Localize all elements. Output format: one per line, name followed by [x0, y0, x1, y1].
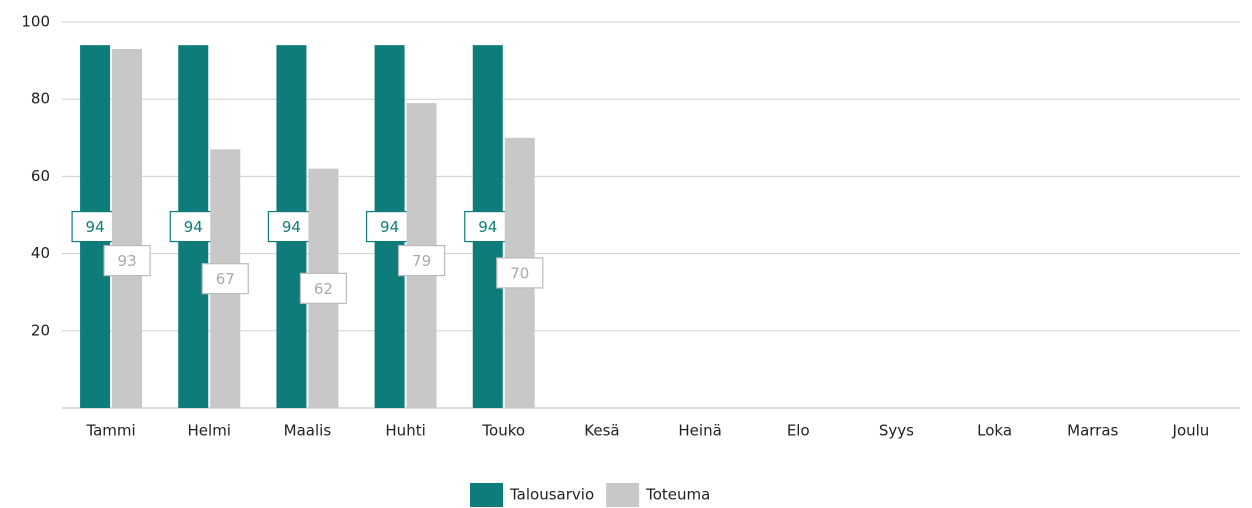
data-label: 94	[478, 218, 497, 236]
y-tick-label: 80	[31, 90, 50, 108]
x-tick-label: Maalis	[284, 422, 332, 440]
data-label: 94	[282, 218, 301, 236]
x-tick-label: Helmi	[188, 422, 231, 440]
legend-swatch	[606, 483, 640, 507]
legend-label: Toteuma	[645, 486, 710, 504]
data-label: 94	[184, 218, 203, 236]
data-label: 94	[86, 218, 105, 236]
data-label-box	[397, 244, 446, 277]
x-tick-label: Kesä	[584, 422, 619, 440]
y-tick-label: 40	[31, 244, 50, 262]
bar	[112, 49, 143, 409]
data-label: 70	[510, 264, 529, 282]
x-tick-label: Heinä	[678, 422, 721, 440]
x-tick-label: Marras	[1067, 422, 1118, 440]
data-label-box	[103, 244, 151, 277]
x-tick-label: Tammi	[85, 422, 135, 440]
data-label: 62	[314, 280, 333, 298]
data-label-box	[496, 257, 544, 289]
x-tick-label: Loka	[977, 422, 1012, 440]
x-tick-label: Joulu	[1172, 422, 1210, 440]
legend-label: Talousarvio	[509, 486, 594, 504]
x-tick-label: Huhti	[385, 422, 425, 440]
data-label: 67	[216, 270, 235, 288]
data-label-box	[201, 263, 249, 295]
legend-swatch	[470, 483, 503, 507]
data-label-box	[299, 272, 348, 304]
x-tick-label: Syys	[879, 422, 914, 440]
data-label-box	[169, 210, 217, 243]
data-label: 94	[380, 218, 399, 236]
data-label: 93	[118, 252, 137, 270]
x-tick-label: Elo	[787, 422, 810, 440]
y-tick-label: 20	[31, 321, 50, 339]
y-tick-label: 60	[31, 167, 50, 185]
data-label: 79	[412, 252, 431, 270]
y-tick-label: 100	[21, 13, 50, 31]
x-tick-label: Touko	[481, 422, 525, 440]
